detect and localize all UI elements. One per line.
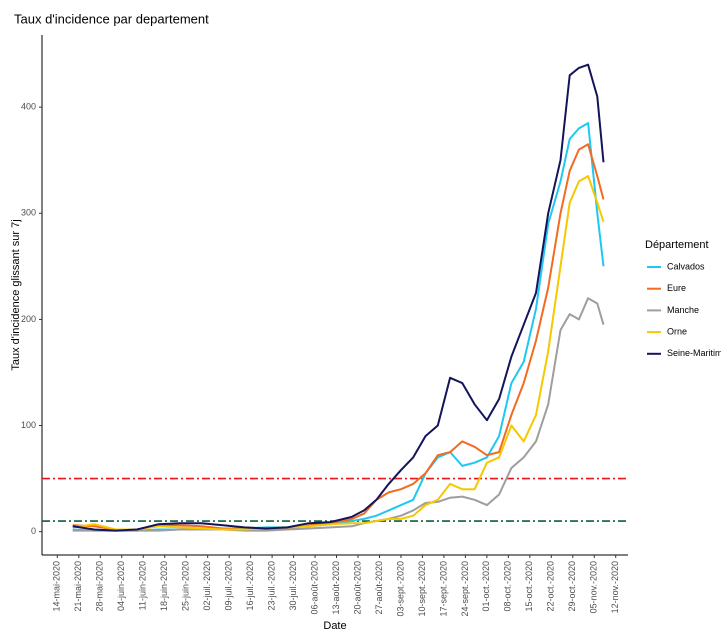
- x-tick-label: 01-oct.-2020: [481, 561, 491, 612]
- x-tick-label: 04-juin-2020: [116, 561, 126, 611]
- y-tick-label: 0: [31, 526, 36, 536]
- x-tick-label: 21-mai-2020: [73, 561, 83, 612]
- x-tick-label: 24-sept.-2020: [460, 561, 470, 617]
- x-tick-label: 03-sept.-2020: [395, 561, 405, 617]
- y-tick-label: 300: [21, 208, 36, 218]
- x-tick-label: 23-juil.-2020: [266, 561, 276, 611]
- series-line: [72, 143, 605, 531]
- x-tick-label: 30-juil.-2020: [288, 561, 298, 611]
- legend-label: Calvados: [667, 261, 705, 271]
- x-tick-label: 08-oct.-2020: [503, 561, 513, 612]
- x-tick-label: 22-oct.-2020: [546, 561, 556, 612]
- legend-label: Orne: [667, 326, 687, 336]
- x-tick-label: 15-oct.-2020: [524, 561, 534, 612]
- x-tick-label: 20-août-2020: [352, 561, 362, 615]
- y-tick-label: 200: [21, 314, 36, 324]
- x-tick-label: 25-juin-2020: [181, 561, 191, 611]
- x-tick-label: 18-juin-2020: [159, 561, 169, 611]
- x-tick-label: 29-oct.-2020: [567, 561, 577, 612]
- x-tick-label: 10-sept.-2020: [417, 561, 427, 617]
- x-tick-label: 02-juil.-2020: [202, 561, 212, 611]
- x-tick-label: 11-juin-2020: [138, 561, 148, 610]
- y-tick-label: 400: [21, 102, 36, 112]
- x-tick-label: 09-juil.-2020: [224, 561, 234, 611]
- y-axis-title: Taux d'incidence glissant sur 7j: [10, 219, 22, 370]
- series-line: [72, 297, 605, 532]
- x-tick-label: 13-août-2020: [331, 561, 341, 615]
- x-tick-label: 28-mai-2020: [95, 561, 105, 612]
- legend-label: Eure: [667, 283, 686, 293]
- x-tick-label: 16-juil.-2020: [245, 561, 255, 611]
- series-line: [72, 63, 605, 532]
- legend-title: Département: [645, 239, 709, 251]
- legend-label: Manche: [667, 305, 699, 315]
- series-line: [72, 175, 605, 531]
- y-tick-label: 100: [21, 420, 36, 430]
- x-tick-label: 27-août-2020: [374, 561, 384, 615]
- x-tick-label: 17-sept.-2020: [438, 561, 448, 617]
- chart-title: Taux d'incidence par departement: [14, 11, 209, 26]
- x-axis-title: Date: [323, 620, 346, 632]
- x-tick-label: 06-août-2020: [309, 561, 319, 615]
- legend-label: Seine-Maritime: [667, 348, 721, 358]
- x-tick-label: 12-nov.-2020: [610, 561, 620, 613]
- x-tick-label: 14-mai-2020: [52, 561, 62, 612]
- x-tick-label: 05-nov.-2020: [589, 561, 599, 613]
